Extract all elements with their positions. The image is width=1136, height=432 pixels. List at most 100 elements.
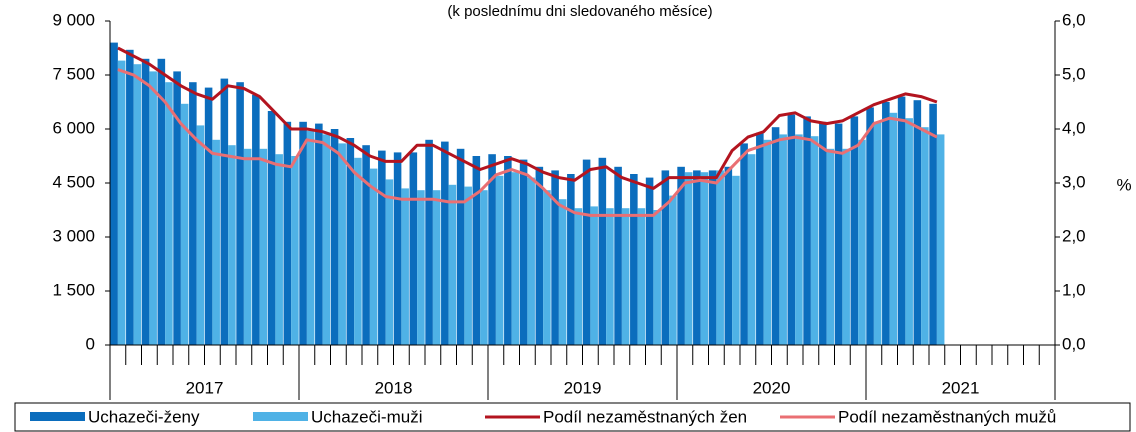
bar: [756, 132, 764, 345]
bar: [409, 152, 418, 345]
bar: [858, 139, 866, 345]
y2-tick-label: 4,0: [1062, 118, 1086, 137]
bar: [803, 116, 811, 346]
bar: [189, 82, 197, 345]
bar: [614, 166, 622, 345]
line: [117, 68, 938, 217]
bar: [306, 130, 315, 345]
bar: [795, 134, 803, 345]
bar: [590, 206, 598, 345]
bar: [110, 42, 118, 345]
bar: [338, 143, 346, 345]
bar: [637, 208, 646, 345]
bar: [866, 107, 874, 346]
chart-subtitle: (k poslednímu dni sledovaného měsíce): [447, 3, 712, 20]
legend-label: Podíl nezaměstnaných mužů: [838, 407, 1056, 426]
bar: [913, 100, 922, 345]
bar: [740, 143, 748, 345]
bar: [684, 172, 693, 345]
bar: [495, 175, 504, 345]
bar: [480, 190, 488, 345]
bar: [401, 188, 409, 345]
legend-box: [14, 402, 1131, 432]
year-label: 2021: [942, 378, 980, 397]
bar: [653, 210, 661, 345]
bar: [149, 71, 157, 346]
bar: [180, 103, 189, 345]
bar: [441, 141, 449, 345]
y2-axis-label: %: [1116, 175, 1131, 194]
bar: [527, 177, 535, 345]
bar: [645, 177, 654, 345]
bar: [905, 118, 913, 345]
bar: [582, 159, 591, 345]
bar: [661, 170, 670, 345]
bar: [511, 172, 520, 345]
y-tick-label: 6 000: [52, 118, 95, 137]
bar: [551, 170, 559, 345]
bar: [133, 64, 142, 345]
y2-tick-label: 5,0: [1062, 64, 1086, 83]
y2-tick-label: 1,0: [1062, 280, 1086, 299]
y2-tick-label: 3,0: [1062, 172, 1086, 191]
bar: [236, 82, 244, 345]
y-tick-label: 0: [86, 334, 95, 353]
legend-label: Podíl nezaměstnaných žen: [543, 407, 747, 426]
bar: [669, 195, 677, 345]
bar: [504, 156, 512, 345]
bar: [519, 159, 528, 345]
bar: [330, 129, 339, 345]
bar: [810, 136, 819, 345]
bar: [448, 184, 457, 345]
bar: [378, 150, 386, 345]
bar: [700, 172, 709, 345]
bar: [574, 208, 583, 345]
year-label: 2018: [375, 378, 413, 397]
y2-tick-label: 2,0: [1062, 226, 1086, 245]
bar: [456, 148, 465, 345]
bar: [173, 71, 181, 346]
y2-tick-label: 6,0: [1062, 10, 1086, 29]
legend-label: Uchazeči-muži: [311, 407, 422, 426]
bar: [220, 78, 229, 345]
bar: [417, 190, 425, 345]
bar: [873, 121, 882, 345]
bar: [897, 96, 906, 345]
bar: [243, 148, 252, 345]
bar: [558, 199, 567, 345]
bar: [763, 139, 772, 345]
y-tick-label: 1 500: [52, 280, 95, 299]
year-label: 2020: [753, 378, 791, 397]
bar: [621, 208, 630, 345]
bar: [693, 170, 701, 345]
legend-label: Uchazeči-ženy: [88, 407, 200, 426]
bar: [921, 127, 929, 345]
bar: [630, 174, 638, 345]
bar: [826, 148, 835, 345]
bar: [157, 58, 166, 346]
bar: [724, 166, 733, 345]
bar: [787, 114, 796, 345]
bar: [464, 186, 472, 345]
bar: [543, 190, 551, 345]
bar: [882, 102, 890, 345]
bar: [472, 156, 481, 345]
legend-swatch: [253, 412, 308, 421]
bar: [385, 179, 394, 345]
bar: [362, 145, 370, 345]
bar: [141, 58, 150, 346]
y-tick-label: 7 500: [52, 64, 95, 83]
bar: [275, 154, 283, 345]
bar: [535, 166, 544, 345]
bar: [936, 134, 945, 345]
bar: [315, 123, 323, 345]
bar: [212, 139, 220, 345]
bar: [425, 139, 433, 345]
bar: [432, 190, 441, 345]
bar: [346, 138, 355, 345]
bar: [252, 94, 260, 345]
bar: [393, 152, 402, 345]
bar: [228, 145, 236, 345]
bar: [488, 154, 496, 345]
